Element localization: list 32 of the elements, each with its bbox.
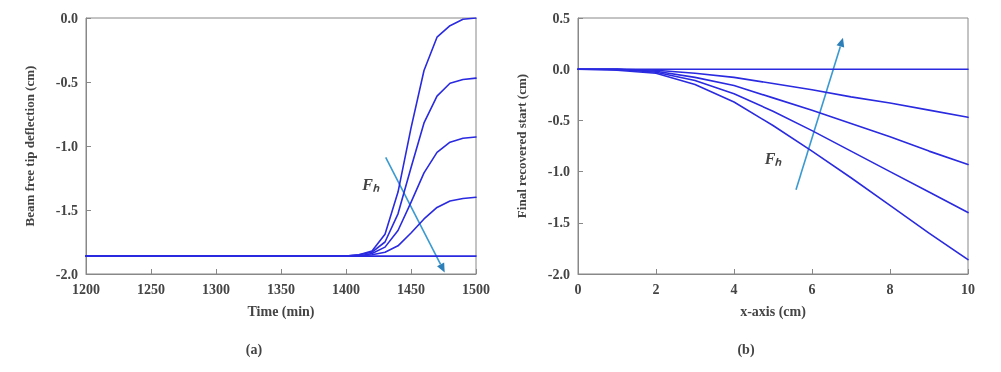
x-axis-title: Time (min) bbox=[247, 303, 315, 320]
y-tick-label: -0.5 bbox=[547, 112, 570, 128]
x-tick-label: 10 bbox=[961, 281, 975, 297]
x-tick-label: 1350 bbox=[267, 281, 295, 297]
y-tick-label: -0.5 bbox=[55, 74, 78, 90]
x-tick-label: 1200 bbox=[72, 281, 100, 297]
text: (b) bbox=[737, 341, 755, 358]
text: (a) bbox=[245, 341, 263, 358]
y-axis-title: Final recovered start (cm) bbox=[514, 73, 529, 219]
y-tick-label: -1.5 bbox=[547, 215, 570, 231]
x-tick-label: 1300 bbox=[202, 281, 230, 297]
annotation: Fₕ bbox=[361, 175, 381, 193]
x-axis-title: x-axis (cm) bbox=[740, 303, 807, 320]
x-tick-label: 1450 bbox=[397, 281, 425, 297]
y-tick-label: 0.0 bbox=[60, 10, 78, 26]
x-tick-label: 6 bbox=[808, 281, 816, 297]
x-tick-label: 8 bbox=[886, 281, 894, 297]
y-tick-label: -2.0 bbox=[547, 266, 570, 282]
x-tick-label: 2 bbox=[652, 281, 660, 297]
y-tick-label: -1.0 bbox=[55, 138, 78, 154]
y-tick-label: 0.5 bbox=[552, 10, 570, 26]
annotation: Fₕ bbox=[763, 150, 783, 168]
x-tick-label: 1250 bbox=[137, 281, 165, 297]
x-tick-label: 4 bbox=[730, 281, 738, 297]
y-tick-label: -2.0 bbox=[55, 266, 78, 282]
x-tick-label: 1500 bbox=[462, 281, 490, 297]
y-tick-label: -1.0 bbox=[547, 164, 570, 180]
x-tick-label: 1400 bbox=[332, 281, 360, 297]
y-tick-label: -1.5 bbox=[55, 202, 78, 218]
y-axis-title: Beam free tip deflection (cm) bbox=[22, 65, 37, 227]
y-tick-label: 0.0 bbox=[552, 61, 570, 77]
x-tick-label: 0 bbox=[574, 281, 582, 297]
